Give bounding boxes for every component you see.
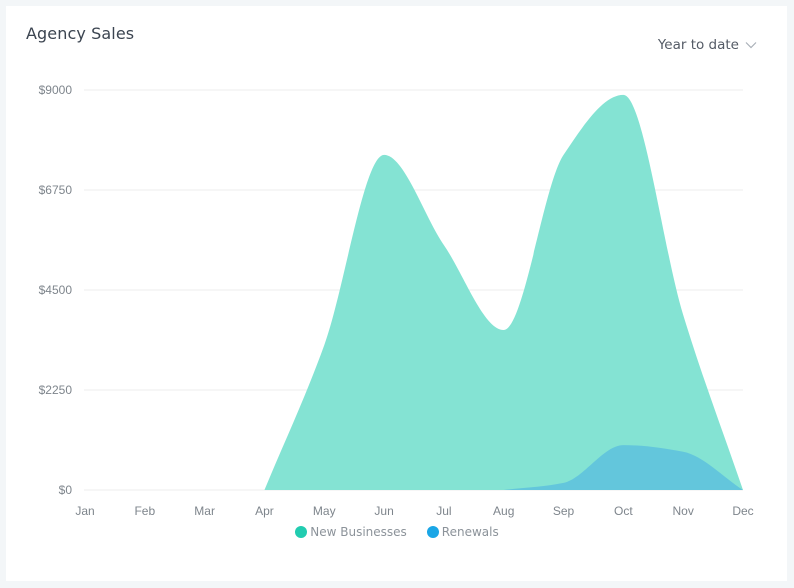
new-businesses-area[interactable] [264, 94, 743, 490]
x-tick-label: Dec [732, 504, 753, 518]
x-tick-label: May [313, 504, 336, 518]
card-title: Agency Sales [26, 24, 135, 43]
chevron-down-icon [745, 42, 757, 49]
x-tick-label: Oct [614, 504, 633, 518]
legend-dot-icon [295, 526, 308, 538]
x-tick-label: Apr [255, 504, 274, 518]
y-tick-label: $9000 [39, 83, 73, 97]
date-range-dropdown[interactable]: Year to date [658, 37, 757, 53]
y-tick-label: $6750 [39, 183, 73, 197]
x-axis: Jan Feb Mar Apr May Jun Jul Aug Sep Oct Nov Dec [75, 504, 753, 518]
x-tick-label: Feb [134, 504, 155, 518]
y-tick-label: $4500 [39, 283, 73, 297]
y-tick-label: $2250 [39, 383, 73, 397]
date-range-label: Year to date [657, 37, 739, 53]
x-tick-label: Nov [673, 504, 694, 518]
x-tick-label: Aug [493, 504, 514, 518]
chart-legend: New Businesses Renewals [0, 525, 794, 539]
legend-label: Renewals [441, 525, 499, 539]
x-tick-label: Sep [553, 504, 575, 518]
legend-label: New Businesses [310, 525, 407, 539]
x-tick-label: Mar [194, 504, 215, 518]
y-axis: $0 $2250 $4500 $6750 $9000 [39, 83, 73, 497]
chart-areas [264, 94, 743, 490]
legend-dot-icon [426, 526, 439, 538]
x-tick-label: Jul [436, 504, 451, 518]
legend-item-renewals[interactable]: Renewals [426, 525, 499, 539]
y-tick-label: $0 [59, 483, 73, 497]
legend-item-new-businesses[interactable]: New Businesses [295, 525, 407, 539]
x-tick-label: Jun [374, 504, 393, 518]
x-tick-label: Jan [75, 504, 94, 518]
renewals-area[interactable] [503, 445, 743, 490]
